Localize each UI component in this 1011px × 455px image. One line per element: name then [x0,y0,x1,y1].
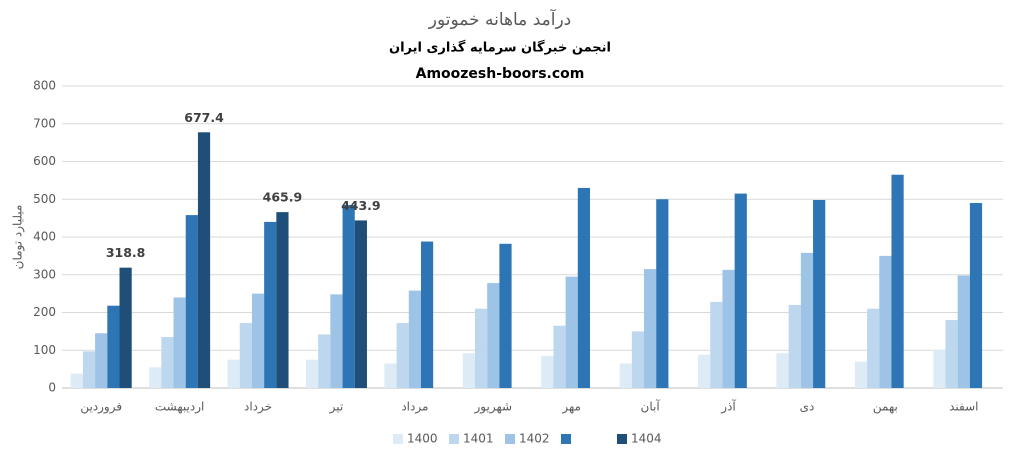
bar [969,203,983,388]
legend-label: 1400 [407,432,438,446]
bar [619,363,632,388]
legend-swatch [393,434,403,444]
data-label: 677.4 [184,110,224,125]
bar [541,355,554,388]
bar [788,304,801,388]
bar [933,349,946,388]
legend-label: 1401 [463,432,494,446]
bar [734,193,747,388]
bar [305,359,319,388]
x-tick-label: شهریور [474,400,513,415]
y-tick-label: 800 [33,79,56,93]
bar [656,199,669,388]
bar [239,323,252,388]
bar [474,308,488,388]
bar [95,333,108,388]
bar [264,221,277,388]
bar [710,301,723,388]
bar [82,351,96,388]
x-tick-label: مرداد [401,400,428,415]
bar [107,305,120,388]
y-tick-label: 600 [33,154,56,168]
y-tick-label: 300 [33,267,56,281]
x-tick-label: خرداد [244,400,272,415]
bar [420,241,434,388]
x-tick-label: دی [800,400,815,414]
bar [722,269,735,388]
bar [396,323,409,388]
bar [149,367,162,388]
bar [854,361,868,388]
chart-subtitle: انجمن خبرگان سرمایه گذاری ایران [389,40,611,56]
bar [173,297,186,388]
y-tick-label: 400 [33,230,56,244]
bar [631,331,645,388]
bar [276,212,289,388]
bar [185,215,198,388]
bar [318,334,331,388]
chart-source: Amoozesh-boors.com [416,66,585,82]
bar [957,275,970,388]
bar [577,187,591,388]
x-tick-label: مهر [561,400,581,415]
y-tick-label: 100 [33,343,56,357]
y-tick-label: 0 [48,381,56,395]
bar [227,359,240,388]
bar [330,294,343,388]
legend-label: 1404 [631,432,662,446]
bar [462,353,475,388]
y-tick-label: 500 [33,192,56,206]
bar [945,320,958,388]
bar [119,267,132,388]
bar [553,325,566,388]
bar [644,269,657,388]
bar [251,293,265,388]
x-tick-label: آذر [720,399,736,415]
bar [487,283,500,388]
y-tick-label: 700 [33,116,56,130]
bar [867,308,880,388]
bar [891,174,904,388]
bar [800,252,814,388]
bar [161,337,174,388]
x-tick-label: تیر [329,400,344,415]
data-label: 465.9 [263,190,303,205]
bar [197,132,211,388]
x-tick-label: بهمن [873,400,898,415]
data-label: 443.9 [341,198,381,213]
y-axis-label: میلیارد تومان [11,205,26,270]
bar [698,354,711,388]
bar [408,290,421,388]
chart-title: درآمد ماهانه خموتور [428,8,571,30]
legend-label: 1402 [519,432,550,446]
x-tick-label: آبان [641,399,661,414]
legend-swatch [505,434,515,444]
legend-swatch [561,434,571,444]
x-tick-label: اردیبهشت [155,400,204,415]
legend-swatch [617,434,627,444]
bar [813,200,826,388]
y-tick-label: 200 [33,305,56,319]
bar [70,373,83,388]
bar [879,255,892,388]
bar [384,363,397,388]
bar [342,204,355,388]
bar [499,243,512,388]
x-tick-label: فروردین [80,400,122,415]
data-label: 318.8 [106,245,146,260]
bar [565,276,578,388]
x-tick-label: اسفند [949,400,978,414]
bar [354,220,367,388]
legend-swatch [449,434,459,444]
bar [776,353,789,388]
